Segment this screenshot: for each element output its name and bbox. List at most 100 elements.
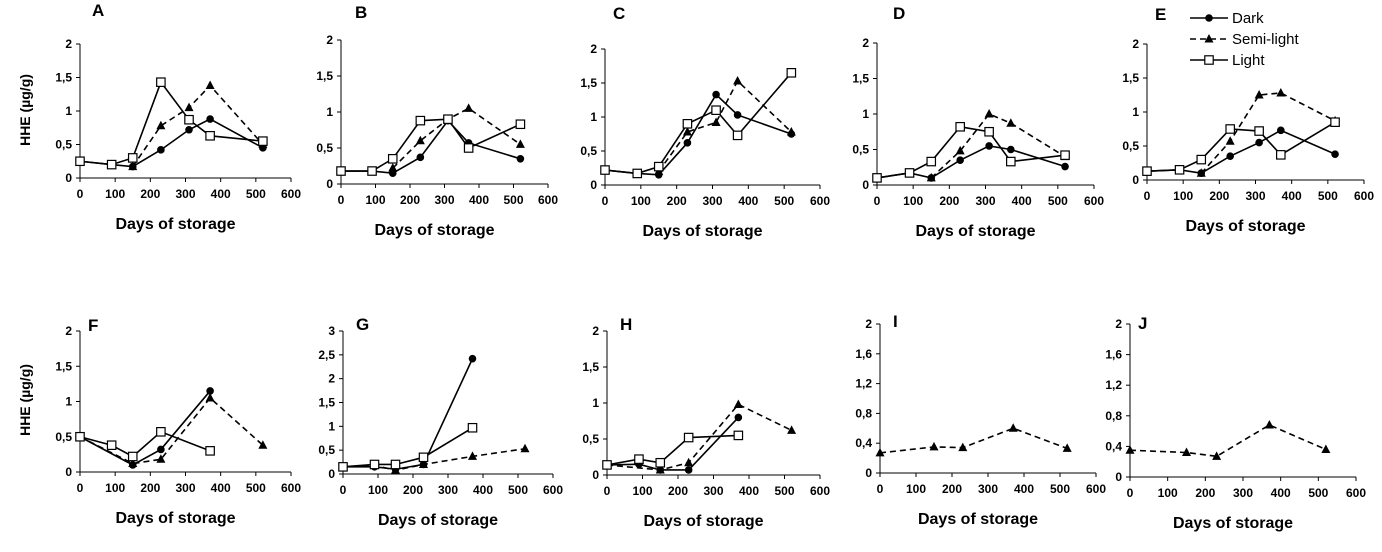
data-point-semi-light [128, 161, 138, 171]
y-tick-label: 2 [328, 372, 335, 386]
x-tick-label: 300 [975, 194, 995, 208]
data-point-light [1174, 165, 1185, 175]
data-point-light [205, 446, 215, 456]
series-line-light [1146, 121, 1336, 172]
data-point-light [683, 432, 694, 443]
data-point-semi-light [419, 459, 428, 468]
y-tick-label: 1,5 [55, 359, 72, 373]
data-point-light [387, 154, 398, 164]
data-point-dark [1061, 162, 1069, 171]
data-point-semi-light [955, 145, 965, 155]
legend-marker-light [1204, 55, 1214, 65]
y-tick-label: 0,4 [1105, 439, 1122, 453]
series-line-light [79, 430, 211, 458]
data-point-semi-light [1264, 419, 1274, 429]
x-tick-label: 400 [1271, 486, 1291, 500]
data-point-dark [206, 387, 214, 395]
data-point-dark [468, 354, 477, 363]
data-point-light [1196, 154, 1207, 165]
y-tick-label: 2 [1115, 317, 1122, 331]
x-tick-label: 500 [503, 193, 523, 207]
x-tick-label: 500 [774, 484, 794, 498]
data-point-dark [157, 445, 165, 454]
y-tick-label: 0,5 [852, 143, 869, 157]
data-point-light [955, 121, 965, 132]
data-point-dark [185, 125, 193, 134]
x-tick-label: 200 [140, 187, 160, 201]
data-point-light [336, 166, 346, 176]
data-point-semi-light [205, 80, 215, 90]
data-point-light [1225, 124, 1235, 134]
y-tick-label: 1 [65, 395, 72, 409]
data-point-light [415, 115, 426, 126]
x-tick-label: 500 [1318, 189, 1338, 203]
series-line-light [341, 118, 521, 172]
legend-marker-semi-light [1204, 34, 1214, 43]
x-tick-label: 600 [281, 187, 301, 201]
y-tick-label: 0,8 [1105, 409, 1122, 423]
data-point-semi-light [1125, 445, 1135, 454]
x-tick-label: 0 [604, 484, 611, 498]
x-tick-label: 500 [246, 481, 266, 495]
data-point-dark [1277, 126, 1285, 135]
x-tick-label: 200 [668, 484, 688, 498]
data-point-semi-light [1196, 168, 1206, 177]
x-tick-label: 100 [903, 194, 923, 208]
data-point-light [634, 454, 644, 464]
panel-c: 0 0,5 1 1,5 2 0 100 200 300 400 500 600 Days of stor… [580, 4, 830, 240]
data-point-semi-light [156, 454, 166, 463]
y-tick-label: 2 [862, 36, 869, 50]
data-point-semi-light [1276, 87, 1286, 97]
series-line-semi-light [658, 79, 792, 172]
data-point-light [711, 105, 721, 115]
x-tick-label: 100 [631, 194, 651, 208]
data-point-light [926, 156, 937, 167]
panel-b: 0 0,5 1 1,5 2 0 100 200 300 400 500 600 Days of stor… [316, 3, 558, 239]
x-tick-label: 0 [602, 194, 609, 208]
x-tick-label: 500 [774, 194, 794, 208]
x-axis-label: Days of storage [642, 223, 762, 240]
data-point-light [369, 459, 380, 470]
x-tick-label: 0 [874, 194, 881, 208]
data-point-semi-light [682, 126, 692, 136]
data-point-light [367, 166, 377, 176]
x-tick-label: 400 [473, 483, 493, 497]
x-tick-label: 100 [105, 481, 125, 495]
x-tick-label: 500 [1050, 482, 1070, 496]
legend-label-semi-light: Semi-light [1232, 31, 1300, 48]
series-line-semi-light [1129, 424, 1327, 458]
x-tick-label: 300 [175, 481, 195, 495]
series-line-dark [79, 118, 264, 168]
x-tick-label: 200 [939, 194, 959, 208]
x-tick-label: 200 [667, 194, 687, 208]
series-line-light [606, 434, 739, 466]
x-axis-label: Days of storage [1173, 515, 1293, 532]
x-tick-label: 600 [810, 194, 830, 208]
panel-a: 0 0,5 1 1,5 2 0 100 200 300 400 500 600 Days of stor… [55, 1, 301, 233]
panel-d: 0 0,5 1 1,5 2 0 100 200 300 400 500 600 Days of stor… [852, 4, 1104, 240]
x-axis-label: Days of storage [115, 510, 235, 527]
y-tick-label: 1,5 [580, 76, 597, 90]
series-line-light [79, 80, 263, 166]
data-point-semi-light [1212, 451, 1222, 460]
data-point-light [1330, 117, 1340, 127]
x-tick-label: 500 [508, 483, 528, 497]
panel-letter: D [893, 4, 905, 23]
y-tick-label: 1 [592, 396, 599, 410]
x-tick-label: 0 [77, 481, 84, 495]
x-tick-label: 200 [942, 482, 962, 496]
series-line-light [342, 427, 473, 468]
x-tick-label: 600 [543, 483, 563, 497]
y-tick-label: 2 [592, 324, 599, 338]
series-line-dark [79, 390, 211, 466]
panel-e: 0 0,5 1 1,5 2 0 100 200 300 400 500 600 Days of stor… [1122, 5, 1374, 235]
x-tick-label: 400 [211, 481, 231, 495]
data-point-semi-light [205, 392, 215, 402]
x-tick-label: 600 [1346, 486, 1366, 500]
series-line-semi-light [342, 447, 526, 472]
x-tick-label: 300 [1245, 189, 1265, 203]
data-point-semi-light [787, 425, 797, 434]
data-point-light [515, 119, 526, 130]
y-axis-label-top: HHE (µg/g) [17, 74, 33, 146]
x-tick-label: 600 [538, 193, 558, 207]
